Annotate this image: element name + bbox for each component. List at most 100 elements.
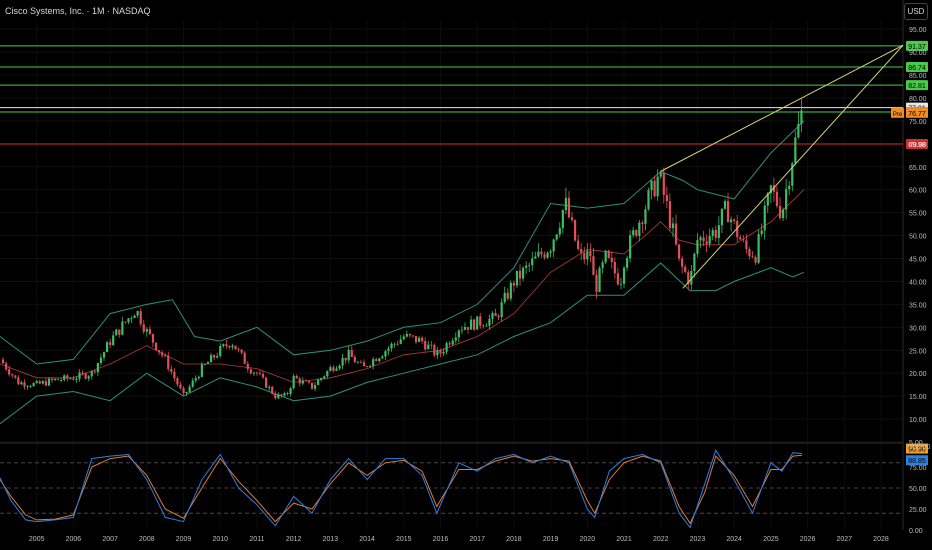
- candle-body: [356, 362, 359, 364]
- candle-body: [209, 355, 213, 363]
- candle-body: [417, 337, 421, 342]
- candle-body: [720, 208, 724, 226]
- candle-body: [197, 376, 200, 379]
- candle-body: [335, 368, 338, 371]
- candle-body: [473, 319, 476, 330]
- candle-body: [573, 219, 577, 241]
- candle-body: [711, 229, 714, 237]
- candle-body: [35, 381, 38, 384]
- candle-body: [390, 343, 393, 349]
- candle-body: [543, 254, 546, 258]
- candle-body: [739, 237, 742, 240]
- candle-body: [338, 365, 341, 369]
- candle-body: [255, 372, 259, 374]
- candle-body: [369, 365, 372, 367]
- candle-body: [38, 381, 41, 384]
- candle-body: [736, 220, 739, 238]
- currency-button[interactable]: USD: [904, 3, 928, 20]
- candle-body: [213, 355, 216, 358]
- candle-body: [151, 333, 155, 343]
- candle-body: [84, 373, 87, 379]
- bollinger-lower: [0, 262, 805, 425]
- x-tick-label: 2014: [359, 536, 375, 543]
- candle-body: [497, 315, 500, 318]
- price-level-value: 69.98: [908, 142, 926, 149]
- candle-body: [424, 341, 427, 350]
- candle-body: [176, 378, 179, 385]
- candle-body: [638, 222, 641, 236]
- candle-body: [641, 222, 644, 224]
- candle-body: [616, 273, 620, 285]
- candle-body: [69, 378, 72, 380]
- candle-body: [142, 324, 145, 332]
- candle-body: [781, 209, 785, 219]
- candle-body: [570, 217, 574, 220]
- candle-body: [763, 205, 766, 231]
- pre-market-tag: [891, 107, 904, 118]
- candle-body: [503, 292, 506, 303]
- candle-body: [482, 325, 485, 327]
- x-tick-label: 2015: [396, 536, 412, 543]
- stoch-badge: [906, 455, 928, 466]
- candle-body: [182, 388, 185, 394]
- candle-body: [421, 337, 424, 342]
- candle-body: [479, 316, 482, 326]
- x-tick-label: 2009: [176, 536, 192, 543]
- candle-body: [130, 317, 133, 319]
- candle-body: [491, 313, 494, 319]
- candle-body: [252, 372, 255, 374]
- candle-body: [528, 265, 531, 266]
- candle-body: [650, 180, 653, 191]
- candle-body: [372, 359, 375, 366]
- y-tick-label: 50.00: [909, 234, 927, 241]
- stoch-badge-value: 90.90: [908, 447, 926, 454]
- candle-body: [674, 223, 678, 245]
- axes: 5.00 10.00 15.00 20.00 25.00 30.00 35.00 40.00 4…: [29, 27, 931, 543]
- trendlines[interactable]: [660, 44, 904, 289]
- price-level-badge: [906, 80, 928, 91]
- candle-body: [317, 379, 320, 386]
- candle-body: [635, 230, 638, 236]
- candle-body: [268, 386, 271, 388]
- candle-body: [387, 348, 390, 352]
- x-tick-label: 2023: [690, 536, 706, 543]
- candle-body: [531, 258, 534, 266]
- candle-body: [433, 344, 436, 356]
- x-tick-label: 2027: [836, 536, 852, 543]
- x-tick-label: 2007: [102, 536, 118, 543]
- candle-body: [476, 316, 479, 330]
- candle-body: [378, 358, 381, 362]
- candle-body: [644, 209, 647, 224]
- candle-body: [258, 373, 262, 375]
- candle-body: [788, 185, 791, 190]
- candle-body: [237, 349, 240, 351]
- candle-body: [684, 266, 687, 273]
- candle-body: [350, 349, 353, 358]
- candle-body: [179, 384, 182, 389]
- candle-body: [564, 197, 568, 211]
- candle-body: [665, 194, 668, 202]
- candle-body: [622, 267, 626, 284]
- candle-body: [78, 372, 81, 379]
- candle-body: [647, 190, 650, 210]
- candle-body: [375, 359, 378, 362]
- stoch-d-line: [0, 454, 803, 525]
- pre-market-tag-text: Pre: [893, 112, 903, 118]
- candle-body: [791, 163, 794, 186]
- candle-body: [14, 375, 17, 378]
- x-tick-label: 2005: [29, 536, 45, 543]
- candle-body: [766, 193, 769, 206]
- candle-body: [329, 367, 332, 372]
- x-tick-label: 2022: [653, 536, 669, 543]
- candle-body: [733, 219, 736, 221]
- y-tick-label: 85.00: [909, 73, 927, 80]
- candle-body: [44, 381, 47, 386]
- candle-body: [81, 372, 84, 374]
- candle-body: [261, 373, 265, 378]
- candle-body: [96, 363, 99, 373]
- candle-body: [677, 244, 681, 259]
- candle-body: [298, 378, 301, 384]
- candle-body: [671, 223, 675, 229]
